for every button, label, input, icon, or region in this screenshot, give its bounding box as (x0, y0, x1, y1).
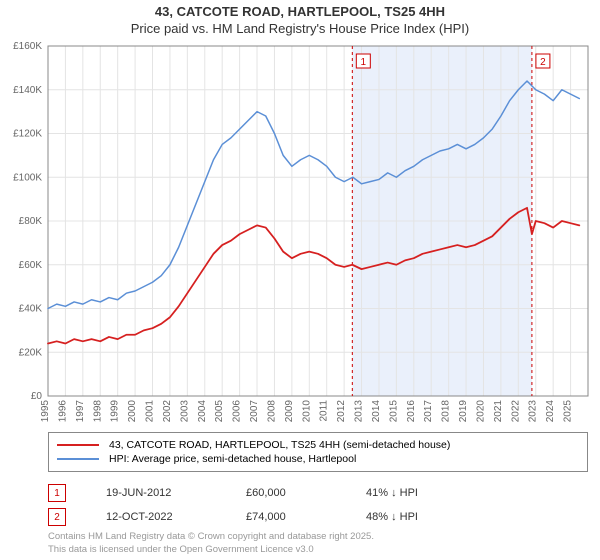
x-tick-label: 1998 (92, 400, 103, 423)
x-tick-label: 2020 (475, 400, 486, 423)
x-tick-label: 2002 (162, 400, 173, 423)
x-tick-label: 2007 (249, 400, 260, 423)
chart-title: 43, CATCOTE ROAD, HARTLEPOOL, TS25 4HH P… (0, 0, 600, 36)
chart-container: 43, CATCOTE ROAD, HARTLEPOOL, TS25 4HH P… (0, 0, 600, 560)
sale-marker-label: 2 (540, 57, 546, 68)
sale-row: 1 19-JUN-2012 £60,000 41% ↓ HPI (48, 484, 418, 502)
sale-delta: 41% ↓ HPI (366, 487, 418, 499)
copyright-line2: This data is licensed under the Open Gov… (48, 544, 374, 556)
y-tick-label: £160K (13, 41, 42, 52)
legend-item: 43, CATCOTE ROAD, HARTLEPOOL, TS25 4HH (… (57, 439, 579, 451)
x-tick-label: 1995 (40, 400, 51, 423)
x-tick-label: 1996 (57, 400, 68, 423)
legend-swatch (57, 444, 99, 446)
sale-delta: 48% ↓ HPI (366, 511, 418, 523)
legend-label: HPI: Average price, semi-detached house,… (109, 453, 356, 465)
legend-label: 43, CATCOTE ROAD, HARTLEPOOL, TS25 4HH (… (109, 439, 450, 451)
chart-plot: £0£20K£40K£60K£80K£100K£120K£140K£160K12… (48, 46, 588, 396)
title-address: 43, CATCOTE ROAD, HARTLEPOOL, TS25 4HH (0, 4, 600, 19)
copyright-line1: Contains HM Land Registry data © Crown c… (48, 531, 374, 543)
x-tick-label: 2006 (232, 400, 243, 423)
x-tick-label: 2016 (406, 400, 417, 423)
sale-marker-label: 1 (361, 57, 367, 68)
sale-date: 19-JUN-2012 (106, 487, 206, 499)
sale-date: 12-OCT-2022 (106, 511, 206, 523)
x-tick-label: 2011 (319, 400, 330, 422)
x-tick-label: 2021 (493, 400, 504, 423)
title-subtitle: Price paid vs. HM Land Registry's House … (0, 21, 600, 36)
x-tick-label: 2010 (301, 400, 312, 423)
x-tick-label: 2025 (563, 400, 574, 423)
y-tick-label: £140K (13, 85, 42, 96)
x-tick-label: 2018 (441, 400, 452, 423)
x-tick-label: 2009 (284, 400, 295, 423)
y-tick-label: £20K (19, 347, 43, 358)
x-tick-label: 2014 (371, 400, 382, 423)
x-tick-label: 2004 (197, 400, 208, 423)
x-tick-label: 2022 (510, 400, 521, 423)
x-tick-label: 2012 (336, 400, 347, 423)
sale-table: 1 19-JUN-2012 £60,000 41% ↓ HPI 2 12-OCT-2022… (48, 478, 418, 532)
x-tick-label: 2023 (528, 400, 539, 423)
x-tick-label: 2013 (354, 400, 365, 423)
x-tick-label: 2019 (458, 400, 469, 423)
x-tick-label: 2024 (545, 400, 556, 423)
y-tick-label: £60K (19, 260, 43, 271)
x-tick-label: 2000 (127, 400, 138, 423)
y-tick-label: £120K (13, 129, 42, 140)
sale-row: 2 12-OCT-2022 £74,000 48% ↓ HPI (48, 508, 418, 526)
copyright-notice: Contains HM Land Registry data © Crown c… (48, 531, 374, 556)
x-tick-label: 1999 (110, 400, 121, 423)
legend-item: HPI: Average price, semi-detached house,… (57, 453, 579, 465)
x-tick-label: 2005 (214, 400, 225, 423)
x-tick-label: 2017 (423, 400, 434, 423)
y-tick-label: £80K (19, 216, 43, 227)
x-tick-label: 1997 (75, 400, 86, 423)
sale-marker-badge: 1 (48, 484, 66, 502)
sale-marker-badge: 2 (48, 508, 66, 526)
x-tick-label: 2015 (388, 400, 399, 423)
y-tick-label: £100K (13, 172, 42, 183)
y-tick-label: £40K (19, 304, 43, 315)
x-tick-label: 2001 (145, 400, 156, 423)
x-tick-label: 2003 (179, 400, 190, 423)
legend-box: 43, CATCOTE ROAD, HARTLEPOOL, TS25 4HH (… (48, 432, 588, 472)
sale-price: £60,000 (246, 487, 326, 499)
x-tick-label: 2008 (266, 400, 277, 423)
sale-price: £74,000 (246, 511, 326, 523)
legend-swatch (57, 458, 99, 460)
